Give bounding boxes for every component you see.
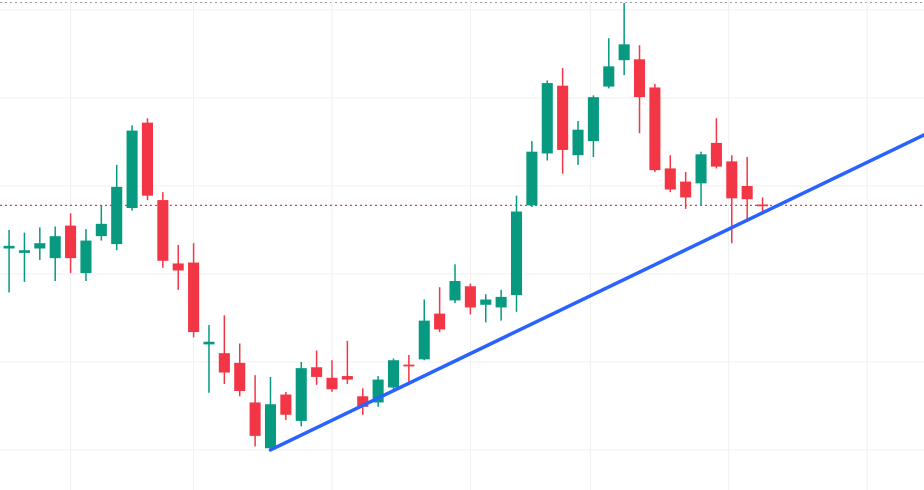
candle-body: [234, 362, 246, 392]
candle-body: [480, 299, 492, 305]
candle-body: [80, 240, 92, 274]
candle-body: [49, 236, 61, 259]
candle-body: [18, 250, 30, 253]
candle-body: [264, 404, 277, 449]
candle-body: [618, 44, 630, 61]
candle-body: [633, 59, 646, 98]
candle-body: [34, 243, 46, 249]
candle-body: [203, 341, 215, 345]
candle-body: [188, 262, 200, 333]
candle-body: [464, 286, 476, 308]
candle-body: [495, 296, 507, 308]
candle-body: [572, 129, 584, 156]
candle-body: [741, 186, 753, 200]
candle-body: [65, 225, 77, 259]
candle-body: [757, 204, 769, 207]
candle-body: [664, 168, 676, 190]
candle-body: [680, 181, 692, 198]
candle-body: [418, 320, 430, 360]
candle-body: [541, 83, 553, 154]
candle-body: [111, 186, 123, 245]
trend-line: [268, 133, 924, 452]
candle-body: [326, 377, 338, 390]
candle-body: [557, 85, 569, 150]
candle-body: [141, 122, 154, 196]
candle-body: [510, 211, 523, 296]
candle-body: [726, 161, 738, 199]
candle-body: [280, 394, 292, 415]
candle-body: [249, 402, 261, 436]
candle-body: [126, 130, 138, 209]
candle-body: [357, 396, 369, 407]
candle-body: [434, 313, 446, 330]
candle-body: [449, 281, 461, 301]
candle-body: [311, 367, 323, 377]
candle-body: [341, 376, 353, 380]
candle-body: [372, 379, 384, 403]
candle-body: [649, 87, 661, 171]
candle-body: [3, 245, 15, 249]
candle-body: [218, 353, 230, 373]
candle-body: [157, 200, 169, 261]
candle-body: [587, 97, 599, 142]
candle-body: [695, 154, 707, 184]
candle-body: [710, 142, 722, 167]
candle-body: [603, 66, 615, 87]
candle-body: [403, 364, 415, 367]
candle-body: [387, 360, 400, 388]
candle-body: [526, 151, 538, 206]
candle-body: [172, 263, 184, 271]
candle-body: [95, 223, 107, 237]
candle-body: [295, 368, 307, 421]
